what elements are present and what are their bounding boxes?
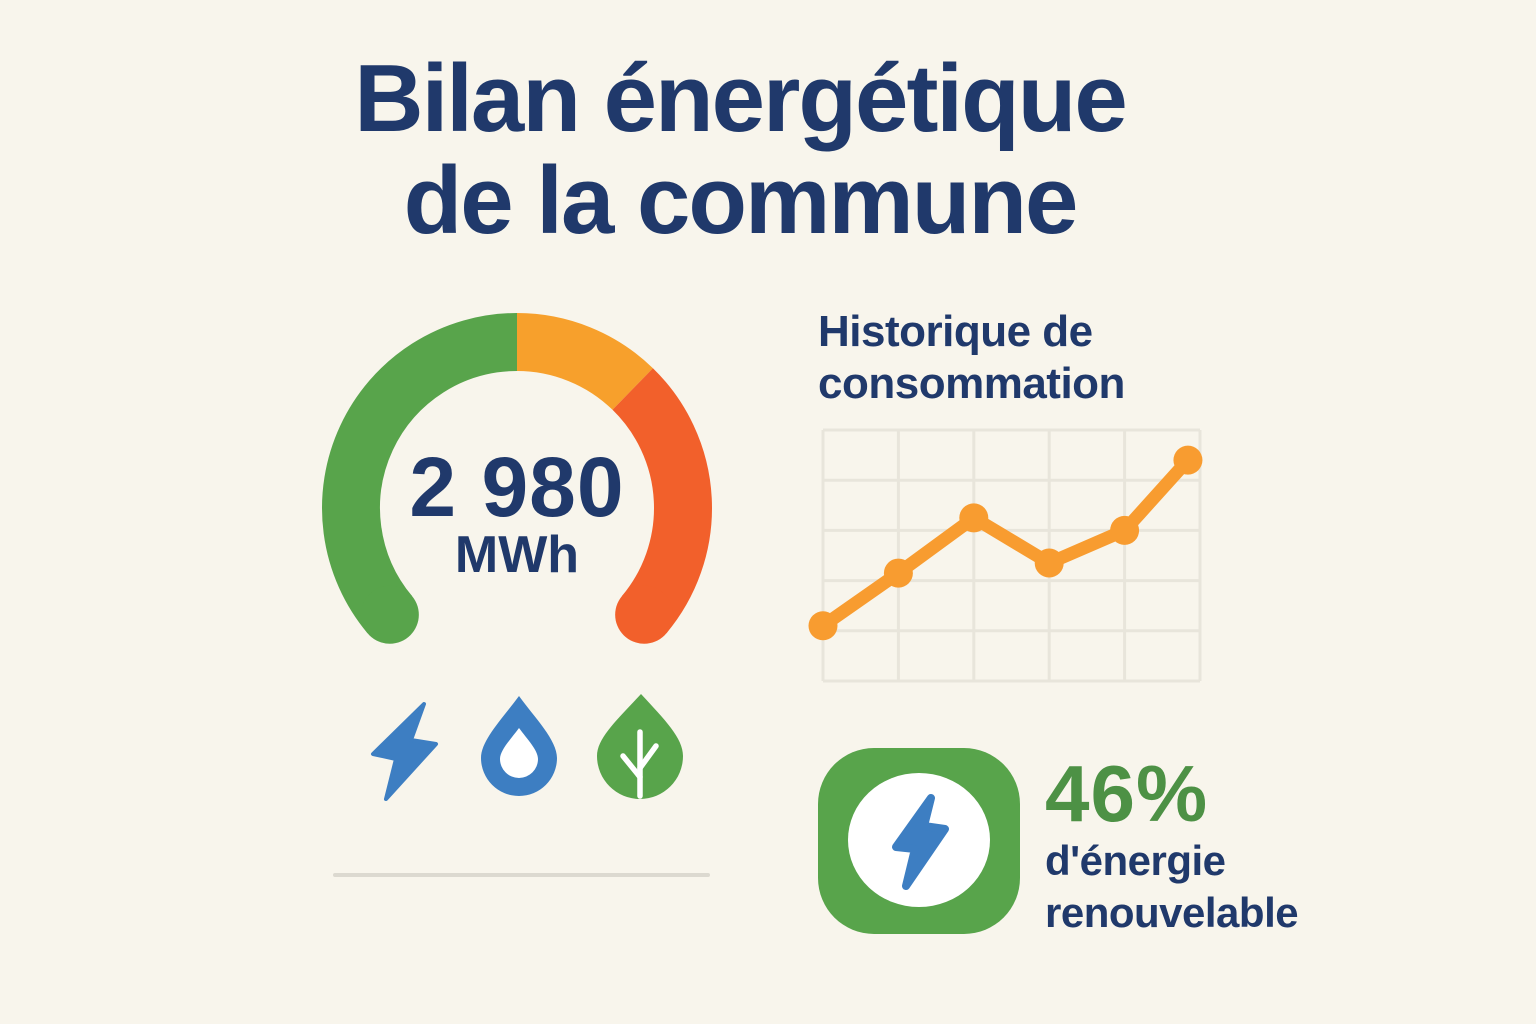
- gauge-arc: [322, 313, 712, 644]
- energy-gauge: 2 980 MWh: [317, 311, 717, 711]
- page-title-line2: de la commune: [403, 146, 1079, 254]
- energy-icons-row: [371, 692, 685, 804]
- leaf-icon: [597, 694, 683, 799]
- page-title: Bilan énergétique de la commune: [0, 48, 1480, 252]
- renewable-label-line2: renouvelable: [1045, 889, 1299, 937]
- chart-title: Historique de consommation: [818, 307, 1125, 408]
- consumption-chart: [808, 428, 1203, 683]
- renewable-stat: 46% d'énergie renouvelable: [1045, 749, 1299, 939]
- water-drop-icon: [481, 696, 557, 796]
- lightning-badge-icon: [848, 773, 990, 907]
- page-title-line1: Bilan énergétique: [354, 45, 1128, 152]
- gauge-value: 2 980: [409, 440, 625, 534]
- divider-line: [333, 873, 710, 877]
- gauge-unit: MWh: [454, 526, 580, 584]
- lightning-icon: [371, 702, 438, 801]
- renewable-percent: 46%: [1045, 749, 1209, 838]
- renewable-label-line1: d'énergie: [1045, 837, 1226, 884]
- renewable-energy-badge: [818, 748, 1020, 934]
